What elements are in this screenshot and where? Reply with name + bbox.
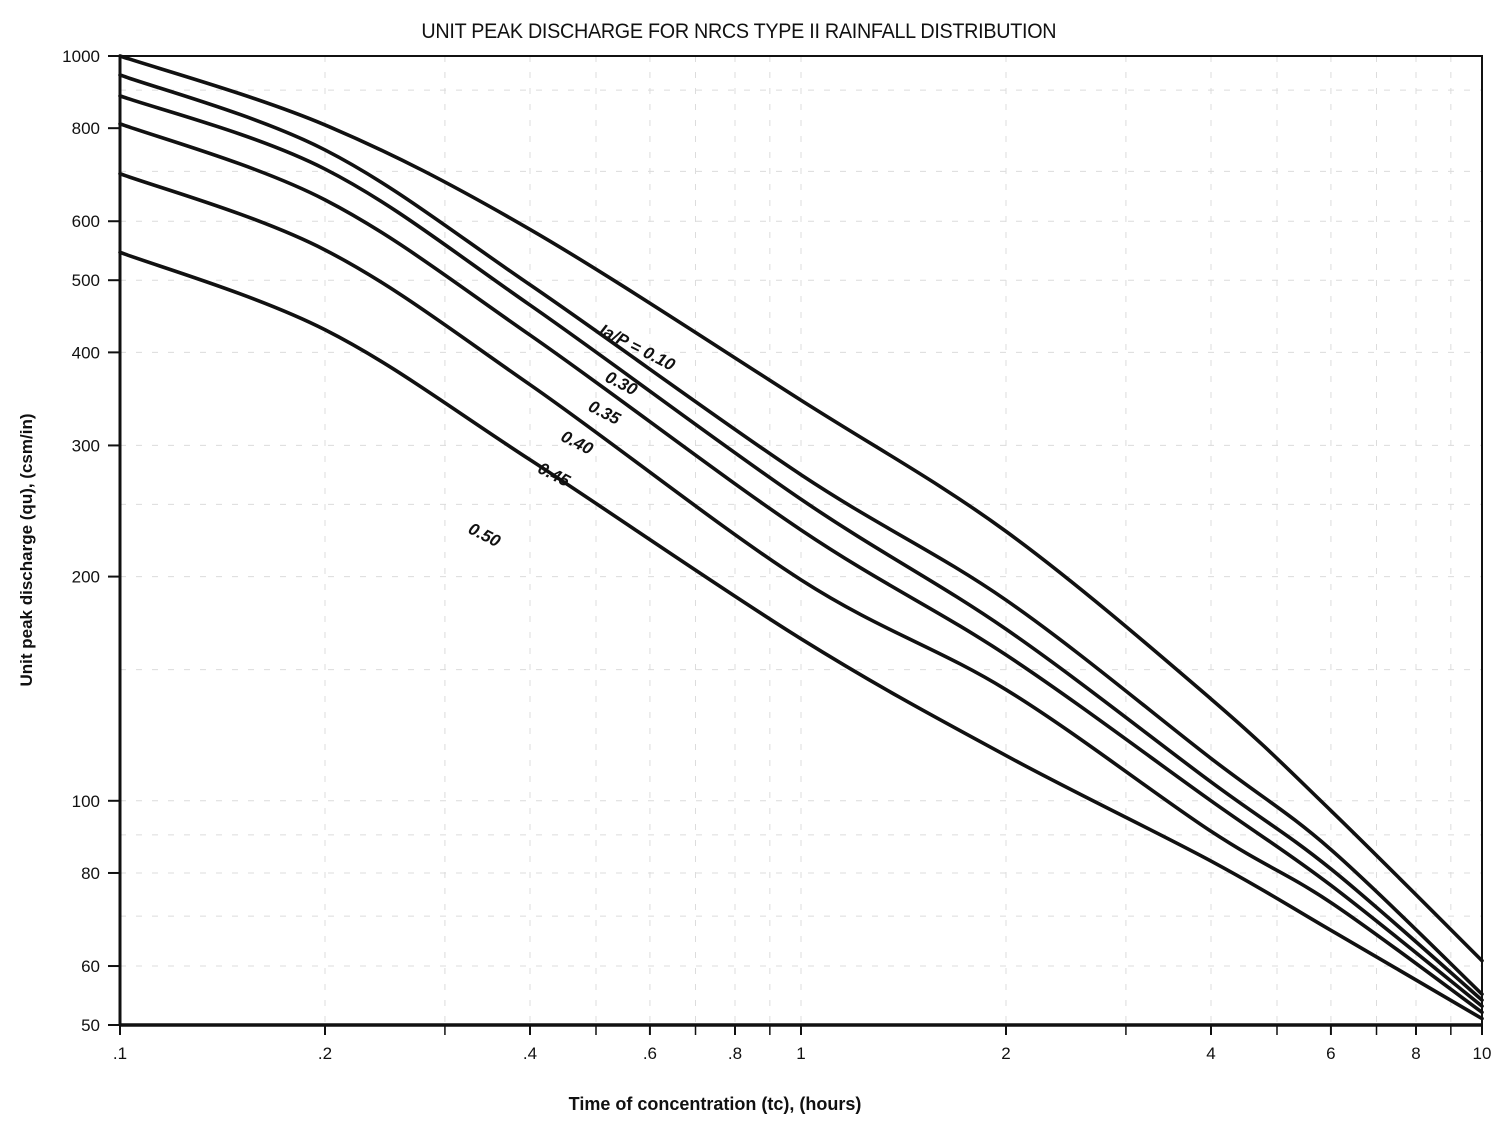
x-tick-label: 8 xyxy=(1411,1044,1420,1063)
x-tick-label: .2 xyxy=(318,1044,332,1063)
x-tick-label: 10 xyxy=(1473,1044,1492,1063)
y-tick-label: 200 xyxy=(72,568,100,587)
x-tick-label: 2 xyxy=(1001,1044,1010,1063)
curve-label: 0.50 xyxy=(465,519,504,551)
chart-title: UNIT PEAK DISCHARGE FOR NRCS TYPE II RAI… xyxy=(421,20,1057,43)
x-tick-label: .6 xyxy=(643,1044,657,1063)
x-tick-label: 4 xyxy=(1206,1044,1215,1063)
curve-0-50 xyxy=(118,250,1484,1021)
y-tick-label: 100 xyxy=(72,792,100,811)
curve-label: 0.35 xyxy=(585,397,624,429)
x-tick-label: 6 xyxy=(1326,1044,1335,1063)
curve-0-45 xyxy=(118,171,1484,1015)
y-tick-label: 500 xyxy=(72,271,100,290)
x-tick-label: .8 xyxy=(728,1044,742,1063)
curves xyxy=(118,54,1484,1021)
x-axis-ticks: .1 .2 .4 .6 .8 1 2 4 6 8 10 xyxy=(113,1025,1492,1063)
y-tick-label: 800 xyxy=(72,119,100,138)
curve-0-30 xyxy=(118,73,1484,996)
y-axis-ticks: 1000 800 600 500 400 300 200 100 80 60 50 xyxy=(62,47,120,1035)
y-tick-label: 400 xyxy=(72,343,100,362)
curve-0-10 xyxy=(118,54,1484,963)
curve-label: 0.40 xyxy=(558,427,597,459)
curve-labels: Ia/P = 0.100.300.350.400.450.50 xyxy=(465,320,678,551)
curve-0-40 xyxy=(118,121,1484,1008)
y-tick-label: 80 xyxy=(81,864,100,883)
curve-label: 0.30 xyxy=(602,367,641,399)
y-tick-label: 50 xyxy=(81,1016,100,1035)
x-tick-label: .4 xyxy=(523,1044,537,1063)
x-tick-label: .1 xyxy=(113,1044,127,1063)
y-tick-label: 300 xyxy=(72,436,100,455)
x-tick-label: 1 xyxy=(796,1044,805,1063)
y-tick-label: 60 xyxy=(81,957,100,976)
curve-label: Ia/P = 0.10 xyxy=(596,320,678,374)
x-axis-label: Time of concentration (tc), (hours) xyxy=(568,1094,862,1114)
y-tick-label: 1000 xyxy=(62,47,100,66)
curve-0-35 xyxy=(118,94,1484,1002)
y-tick-label: 600 xyxy=(72,212,100,231)
